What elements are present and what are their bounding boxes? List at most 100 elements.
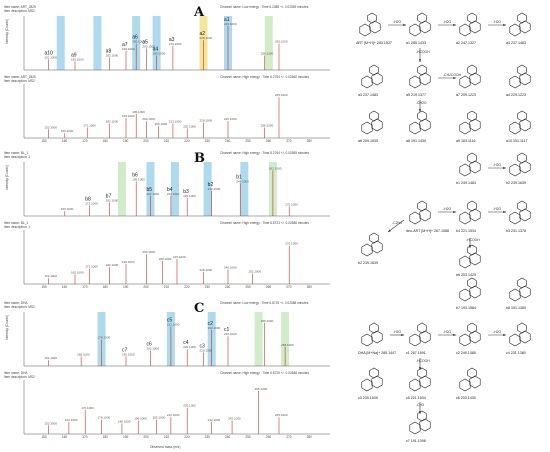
peak-mass: 195.1000 — [132, 40, 145, 44]
peak-mass: 196.1000 — [134, 417, 147, 421]
ring — [361, 378, 373, 392]
highlight-band — [254, 312, 263, 366]
channel-top: Channel name: Low energy : Time 6.8729 +… — [220, 301, 309, 305]
peak-mass: 200.1000 — [142, 44, 155, 48]
peak-mass: 190.1000 — [122, 47, 135, 51]
peak-mass: 190.1000 — [122, 260, 135, 264]
item-header: Item name: ART_2825 — [4, 5, 36, 9]
arrow-head — [453, 76, 456, 80]
peak-mass: 200.1000 — [142, 250, 155, 254]
fragment-label: b1 — [236, 174, 242, 180]
loss-label: -HCOOH — [416, 50, 430, 54]
molecule: c2 249.1485 — [456, 322, 481, 355]
ring — [509, 211, 521, 225]
loss-label: -H2O — [493, 330, 501, 334]
molecule: a4 229.1223 — [506, 64, 531, 97]
fragment-label: a9 — [71, 52, 77, 58]
molecule-label: c6 203.1430 — [456, 396, 476, 400]
y-label: Intensity [Counts] — [5, 315, 9, 340]
peak-mass: 270.1000 — [285, 202, 298, 206]
peak-mass: 258.1000 — [261, 52, 274, 56]
fragment-label: a1 — [224, 17, 230, 23]
ring — [519, 330, 531, 344]
ring — [459, 23, 471, 37]
ring — [419, 330, 431, 344]
peak-mass: 152.1000 — [44, 356, 57, 360]
molecule-label: a2 247.1327 — [456, 41, 476, 45]
ring — [509, 121, 521, 135]
peak-mass: 268.1000 — [281, 343, 294, 347]
molecule-label: a3 237.1483 — [358, 93, 378, 97]
molecule-label: c5 221.1534 — [406, 396, 426, 400]
peak-mass: 265.1000 — [275, 40, 288, 44]
molecule: c5 221.1534 — [406, 367, 431, 400]
ring — [509, 23, 521, 37]
ring — [509, 163, 521, 177]
peak-mass: 172.1000 — [85, 201, 98, 205]
peak-mass: 202.1000 — [146, 192, 159, 196]
arrow-head — [418, 59, 422, 62]
tick-label: 250 — [245, 435, 251, 439]
peak-mass: 195.1000 — [132, 177, 145, 181]
peak-mass: 232.1000 — [208, 187, 221, 191]
ring — [519, 208, 531, 222]
highlight-band — [281, 312, 290, 366]
tick-label: 240 — [225, 285, 231, 289]
molecule: b7 193.1584 — [456, 277, 481, 310]
ring — [409, 121, 421, 135]
peak-mass: 182.1000 — [106, 199, 119, 203]
peak-mass: 212.1000 — [167, 323, 180, 327]
molecule-label: ART [M+H]+ 283.1537 — [356, 41, 392, 45]
peak-mass: 232.1000 — [208, 418, 221, 422]
ring — [361, 75, 373, 89]
ring — [459, 211, 471, 225]
molecule: ART [M+H]+ 283.1537 — [356, 12, 392, 45]
peak-mass: 206.1000 — [155, 122, 168, 126]
tick-label: 260 — [266, 285, 272, 289]
molecule: a10 151.1117 — [506, 110, 531, 143]
tick-label: 270 — [286, 139, 292, 143]
fragment-label: a8 — [106, 49, 112, 55]
tick-label: 270 — [286, 435, 292, 439]
arrow-head — [418, 411, 422, 414]
molecule: b2 239.1639 — [358, 232, 383, 265]
ring — [361, 121, 373, 135]
arrow-head — [403, 23, 406, 27]
molecule: b1 249.1483 — [456, 152, 481, 185]
tick-label: 280 — [307, 435, 313, 439]
ring — [361, 333, 373, 347]
tick-label: 220 — [184, 435, 190, 439]
item-header: Item name: DHA — [4, 371, 28, 375]
arrow-head — [453, 333, 456, 337]
fragment-label: c1 — [224, 327, 230, 333]
peak-mass: 202.1000 — [146, 347, 159, 351]
peak-mass: 228.1000 — [200, 268, 213, 272]
ring — [517, 110, 527, 122]
channel-bottom: Channel name: High energy : Time 8.5723 … — [220, 221, 309, 225]
fragment-label: a2 — [200, 31, 206, 37]
fragment-label: c5 — [167, 318, 173, 324]
ring — [419, 72, 431, 86]
peak-mass: 262.1000 — [269, 166, 282, 170]
peak-mass: 265.1000 — [275, 93, 288, 97]
molecule: c6 203.1430 — [456, 367, 481, 400]
peak-mass: 195.1000 — [132, 110, 145, 114]
tick-label: 190 — [123, 435, 129, 439]
peak-mass: 170.1000 — [81, 406, 94, 410]
fragment-label: b6 — [132, 172, 138, 178]
molecule-label: b2 239.1639 — [506, 181, 526, 185]
ring — [419, 118, 431, 132]
highlight-band — [203, 162, 212, 216]
peak-mass: 182.1000 — [106, 54, 119, 58]
highlight-band — [93, 16, 102, 70]
panel-letter: B — [194, 151, 205, 166]
loss-label: -H2O — [493, 207, 501, 211]
arrow-head — [503, 210, 506, 214]
fragment-label: b7 — [106, 194, 112, 200]
ring — [509, 75, 521, 89]
ring — [519, 72, 531, 86]
ring — [517, 277, 527, 289]
ring — [467, 244, 477, 256]
peak-mass: 258.1000 — [261, 319, 274, 323]
